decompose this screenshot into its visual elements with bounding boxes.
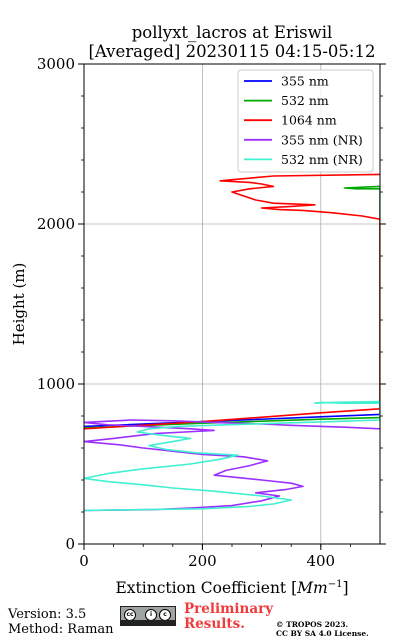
version-label: Version: 3.5: [8, 607, 87, 622]
chart-subtitle: [Averaged] 20230115 04:15-05:12: [88, 42, 376, 61]
y-axis-label: Height (m): [10, 263, 28, 346]
method-label: Method: Raman: [8, 622, 114, 637]
y-tick-label: 0: [65, 535, 75, 553]
legend-label: 532 nm (NR): [281, 152, 363, 167]
chart-title: pollyxt_lacros at Eriswil: [131, 23, 333, 42]
legend-box: [237, 69, 374, 173]
series-line-1064-nm: [84, 173, 380, 430]
legend: 355 nm 532 nm 1064 nm 355 nm (NR) 532 nm (NR…: [237, 69, 374, 173]
x-tick-label: 200: [188, 552, 217, 570]
series-line-532-nm-nr: [84, 400, 380, 512]
copyright-notice: © TROPOS 2023. CC BY SA 4.0 License.: [276, 620, 369, 638]
series-line-355-nm: [84, 413, 380, 428]
legend-label: 355 nm: [281, 74, 329, 89]
y-tick-label: 2000: [37, 215, 75, 233]
preliminary-line-1: Preliminary: [184, 601, 274, 617]
x-tick-label: 0: [79, 552, 89, 570]
copyright-line-2: CC BY SA 4.0 License.: [276, 629, 369, 638]
cc-badge-bar: [121, 620, 175, 625]
cc-license-badge: cc i c: [120, 606, 176, 626]
x-tick-label: 400: [306, 552, 335, 570]
series-line-532-nm: [84, 185, 380, 429]
axis-ticks: 0 200 400 0 1000 2000 3000: [37, 55, 386, 570]
preliminary-line-2: Results.: [184, 616, 245, 632]
legend-label: 355 nm (NR): [281, 132, 363, 147]
series-line-355-nm-nr: [84, 419, 380, 512]
x-axis-label: Extinction Coefficient [Mm−1]: [115, 579, 348, 597]
preliminary-notice: Preliminary Results.: [184, 602, 273, 632]
legend-label: 1064 nm: [281, 113, 337, 128]
series-lines: [84, 173, 380, 512]
y-tick-label: 1000: [37, 375, 75, 393]
y-tick-label: 3000: [37, 55, 75, 73]
legend-label: 532 nm: [281, 93, 329, 108]
copyright-line-1: © TROPOS 2023.: [276, 620, 349, 629]
